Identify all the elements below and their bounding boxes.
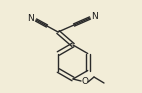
Text: O: O (82, 77, 88, 86)
Text: N: N (28, 13, 34, 23)
Text: N: N (92, 12, 98, 20)
